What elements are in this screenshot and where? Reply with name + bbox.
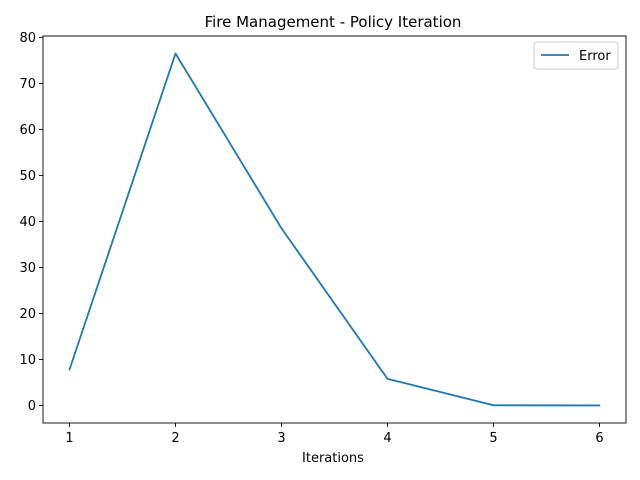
y-tick-label: 70 — [19, 77, 36, 92]
x-tick-label: 1 — [65, 431, 73, 446]
series-line-error — [68, 52, 601, 407]
x-tick-label: 3 — [277, 431, 285, 446]
plot-frame — [42, 35, 627, 424]
y-tick-label: 30 — [19, 261, 36, 276]
legend-box — [533, 41, 619, 70]
series-layer — [68, 52, 601, 407]
y-tick-label: 80 — [19, 31, 36, 46]
y-tick-label: 40 — [19, 215, 36, 230]
x-tick-label: 5 — [489, 431, 497, 446]
legend-label-error: Error — [579, 49, 611, 64]
x-tick-label: 6 — [595, 431, 603, 446]
y-tick-label: 20 — [19, 307, 36, 322]
y-tick-label: 60 — [19, 123, 36, 138]
x-tick-label: 4 — [383, 431, 391, 446]
y-tick-label: 50 — [19, 169, 36, 184]
y-tick-label: 10 — [19, 353, 36, 368]
legend: Error — [533, 41, 619, 70]
plot-area — [42, 35, 627, 424]
y-axis: 0 10 20 30 40 50 60 70 80 — [19, 31, 43, 414]
y-tick-label: 0 — [28, 399, 36, 414]
x-tick-label: 2 — [171, 431, 179, 446]
x-axis: 1 2 3 4 5 6 — [65, 423, 604, 446]
chart-title: Fire Management - Policy Iteration — [205, 13, 462, 31]
x-axis-label: Iterations — [302, 451, 364, 466]
